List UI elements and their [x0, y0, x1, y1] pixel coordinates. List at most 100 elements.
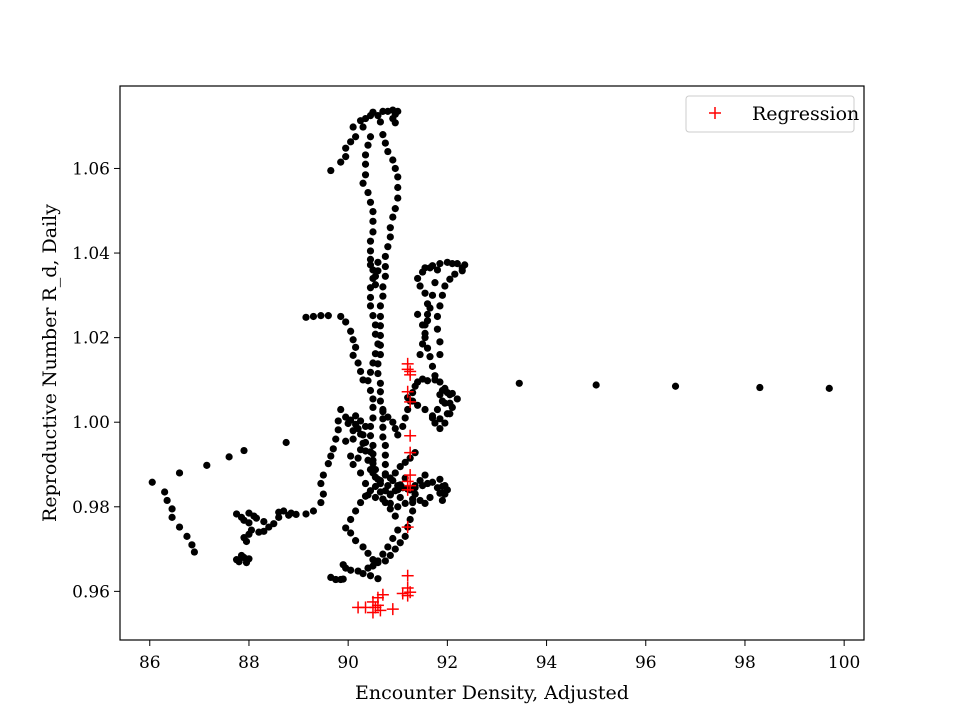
data-point: [421, 264, 429, 272]
data-point: [347, 566, 355, 574]
data-point: [436, 338, 444, 346]
data-point: [436, 424, 444, 433]
data-point: [448, 260, 456, 268]
data-point: [376, 488, 384, 496]
data-point: [369, 450, 377, 458]
data-point: [381, 139, 389, 147]
data-point: [381, 460, 389, 469]
regression-point: [401, 363, 414, 376]
data-point: [245, 555, 253, 563]
data-point: [379, 131, 387, 139]
data-point: [386, 233, 394, 241]
data-point: [374, 112, 382, 120]
data-point: [448, 403, 456, 412]
data-point: [352, 343, 360, 351]
data-point: [347, 529, 355, 537]
data-point: [409, 495, 417, 503]
data-point: [396, 539, 404, 547]
data-point: [394, 107, 402, 115]
regression-point: [404, 446, 417, 459]
data-point: [203, 461, 211, 469]
data-point: [379, 107, 387, 115]
data-point: [376, 476, 384, 485]
data-point: [418, 340, 427, 348]
data-point: [379, 433, 387, 441]
data-point: [327, 166, 335, 175]
data-point: [416, 350, 424, 359]
data-point: [376, 312, 384, 321]
data-point: [379, 405, 387, 414]
data-point: [436, 350, 444, 359]
data-point: [423, 300, 432, 308]
regression-point: [401, 589, 414, 602]
regression-point: [396, 587, 409, 600]
data-point: [342, 318, 350, 326]
data-point: [356, 498, 365, 507]
data-point: [285, 511, 293, 519]
data-point: [309, 507, 318, 515]
regression-point: [404, 469, 417, 482]
regression-point: [376, 588, 389, 601]
data-point: [441, 282, 449, 290]
data-point: [376, 302, 384, 310]
data-point: [282, 438, 290, 447]
data-point: [421, 334, 429, 342]
data-point: [389, 213, 397, 221]
data-point: [361, 160, 370, 168]
data-point: [391, 205, 399, 213]
data-point: [188, 541, 196, 549]
data-point: [376, 388, 384, 396]
data-point: [394, 183, 402, 192]
data-point: [443, 410, 451, 418]
data-point: [337, 158, 345, 166]
data-point: [356, 417, 365, 425]
data-point: [235, 558, 243, 566]
data-point: [401, 499, 409, 508]
data-point: [409, 389, 417, 397]
data-point: [260, 517, 268, 526]
data-point: [369, 217, 377, 225]
data-point: [309, 312, 318, 321]
x-axis-label: Encounter Density, Adjusted: [355, 682, 629, 704]
data-point: [389, 156, 397, 164]
data-point: [161, 488, 169, 496]
data-point: [364, 491, 372, 499]
data-point: [399, 422, 407, 431]
y-tick-label: 1.02: [72, 329, 110, 349]
data-point: [376, 379, 384, 387]
data-point: [421, 405, 429, 414]
data-point: [302, 313, 310, 321]
data-point: [354, 424, 362, 433]
data-point: [433, 312, 442, 321]
data-point: [461, 261, 469, 269]
data-point: [371, 330, 380, 338]
data-point: [394, 173, 402, 181]
data-point: [175, 469, 184, 477]
data-point: [756, 383, 764, 392]
data-point: [401, 414, 409, 422]
data-point: [374, 267, 382, 275]
data-point: [354, 359, 362, 367]
data-point: [366, 386, 375, 395]
data-point: [337, 405, 345, 414]
data-point: [369, 312, 377, 320]
data-point: [292, 510, 300, 518]
data-point: [361, 114, 370, 123]
data-point: [431, 372, 439, 380]
data-point: [394, 503, 402, 511]
data-point: [453, 260, 461, 268]
plot-frame: [119, 85, 865, 641]
x-axis: 86 88 90 92 94 96 98 100: [139, 640, 860, 673]
data-point: [369, 395, 377, 403]
data-point: [409, 507, 417, 515]
data-point: [366, 368, 375, 376]
data-point: [391, 545, 399, 553]
data-point: [389, 476, 397, 485]
y-axis: 0.96 0.98 1.00 1.02 1.04 1.06: [72, 159, 120, 602]
data-point: [381, 252, 389, 261]
data-point: [275, 508, 283, 516]
data-point: [356, 367, 365, 376]
data-point: [391, 512, 399, 520]
data-point: [190, 548, 198, 556]
